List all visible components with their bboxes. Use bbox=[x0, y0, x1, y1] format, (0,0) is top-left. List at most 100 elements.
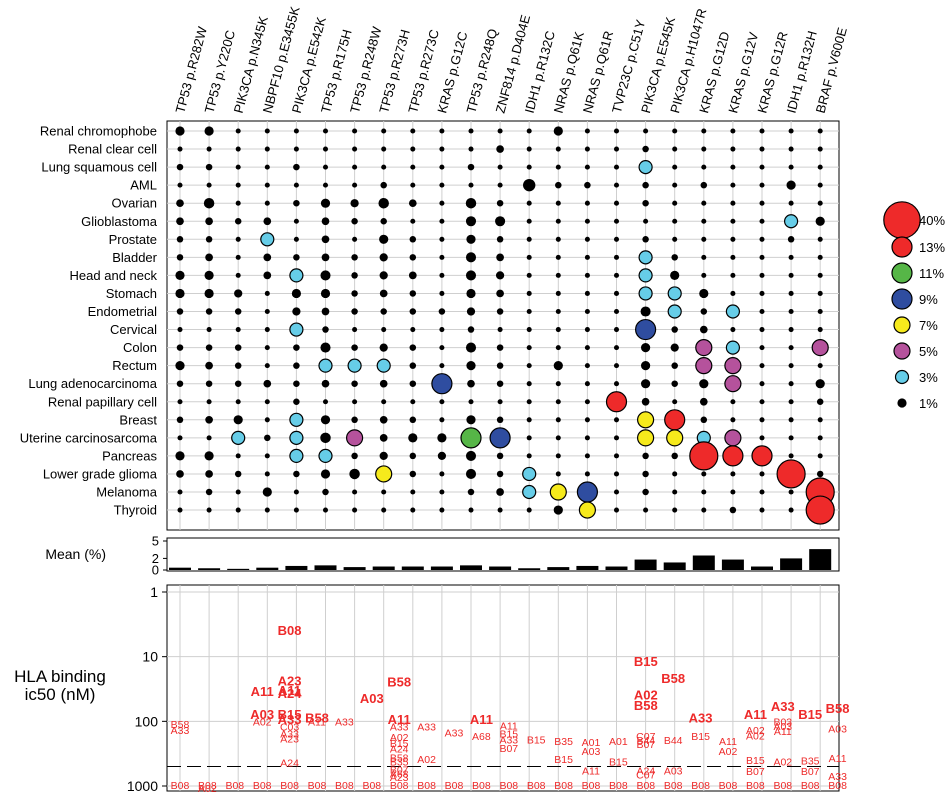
bubble bbox=[496, 362, 504, 369]
bubble bbox=[640, 306, 651, 317]
bubble bbox=[584, 417, 590, 423]
bubble bbox=[497, 399, 503, 405]
hla-allele-label: B15 bbox=[499, 729, 518, 741]
bubble bbox=[701, 218, 707, 224]
bubble bbox=[439, 417, 445, 423]
bubble bbox=[234, 217, 242, 225]
bubble bbox=[320, 288, 331, 299]
bubble bbox=[613, 363, 620, 369]
bubble bbox=[205, 253, 213, 262]
bubble bbox=[263, 271, 272, 280]
hla-allele-label: A33 bbox=[280, 729, 299, 741]
bubble bbox=[204, 270, 214, 280]
bubble bbox=[613, 381, 620, 387]
bubble bbox=[555, 200, 561, 206]
bar-tick-label: 0 bbox=[152, 563, 159, 578]
bubble bbox=[699, 325, 708, 334]
bubble bbox=[351, 254, 358, 261]
bubble bbox=[638, 250, 653, 265]
bubble bbox=[613, 471, 620, 477]
bar-tick-label: 2 bbox=[152, 551, 159, 566]
bubble bbox=[409, 470, 417, 478]
bubble bbox=[523, 178, 536, 192]
bubble bbox=[526, 164, 532, 170]
bubble bbox=[320, 469, 331, 479]
bubble bbox=[322, 128, 329, 134]
hla-allele-label: B15 bbox=[634, 654, 658, 669]
bubble bbox=[497, 327, 503, 333]
bubble bbox=[379, 415, 388, 424]
bubble bbox=[175, 288, 185, 299]
bubble bbox=[788, 308, 794, 315]
bubble bbox=[701, 272, 707, 278]
bar bbox=[751, 566, 773, 570]
bubble bbox=[176, 344, 184, 351]
bubble bbox=[724, 429, 742, 447]
bubble bbox=[788, 146, 794, 152]
bubble bbox=[672, 128, 678, 134]
bubble bbox=[264, 308, 270, 315]
hla-allele-label: A24 bbox=[390, 744, 409, 756]
hla-allele-label: A33 bbox=[689, 710, 713, 725]
hla-allele-label: B08 bbox=[691, 780, 710, 792]
bubble bbox=[320, 198, 331, 208]
bubble bbox=[409, 380, 417, 387]
bubble bbox=[496, 308, 504, 315]
row-label-bladder: Bladder bbox=[112, 250, 157, 265]
bubble bbox=[638, 286, 653, 301]
bubble bbox=[642, 470, 649, 478]
bubble bbox=[439, 489, 445, 495]
bubble bbox=[410, 164, 416, 170]
bubble bbox=[467, 488, 475, 496]
bubble bbox=[264, 345, 270, 351]
bubble bbox=[759, 417, 765, 423]
bar bbox=[663, 562, 686, 570]
bubble bbox=[439, 146, 445, 152]
bubble bbox=[205, 361, 213, 370]
bubble bbox=[671, 254, 678, 261]
bubble bbox=[439, 327, 445, 333]
hla-allele-label: B07 bbox=[390, 765, 409, 777]
bubble bbox=[431, 373, 453, 395]
hla-tick-label: 1000 bbox=[127, 778, 158, 794]
bubble bbox=[263, 253, 272, 262]
hla-allele-label: B08 bbox=[499, 780, 518, 792]
bubble bbox=[642, 181, 649, 189]
bubble bbox=[379, 379, 388, 388]
bubble bbox=[439, 182, 445, 188]
hla-allele-label: A03 bbox=[250, 707, 274, 722]
hla-tick-label: 100 bbox=[135, 713, 159, 729]
bubble bbox=[466, 307, 476, 316]
hla-allele-label: B15 bbox=[390, 738, 409, 750]
bubble bbox=[177, 327, 183, 333]
bubble bbox=[817, 435, 823, 441]
bubble bbox=[495, 271, 505, 280]
hla-allele-label: B08 bbox=[801, 780, 820, 792]
row-label-cervical: Cervical bbox=[110, 322, 157, 337]
bubble bbox=[489, 427, 511, 449]
hla-allele-label: B08 bbox=[472, 780, 491, 792]
bubble bbox=[701, 489, 707, 495]
bubble bbox=[788, 290, 794, 296]
hla-allele-label: B15 bbox=[746, 755, 765, 767]
bubble bbox=[555, 181, 562, 189]
bubble bbox=[234, 470, 242, 478]
bubble bbox=[293, 380, 300, 387]
bubble bbox=[555, 327, 561, 333]
hla-allele-label: C07 bbox=[636, 731, 655, 743]
bubble bbox=[439, 128, 445, 134]
bubble bbox=[379, 343, 388, 352]
bubble bbox=[526, 128, 532, 134]
bubble bbox=[320, 432, 331, 444]
bubble bbox=[410, 218, 416, 224]
bubble bbox=[759, 327, 765, 333]
bubble bbox=[526, 146, 532, 152]
bubble bbox=[205, 470, 213, 478]
bubble bbox=[379, 234, 389, 244]
bubble bbox=[730, 290, 736, 296]
bubble bbox=[235, 128, 241, 134]
bubble bbox=[410, 182, 416, 188]
hla-grid bbox=[167, 585, 839, 791]
bubble bbox=[264, 507, 270, 513]
